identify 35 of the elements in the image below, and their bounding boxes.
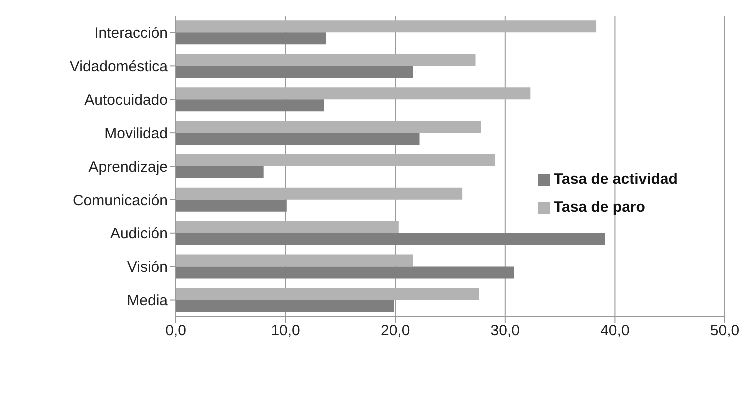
bar bbox=[176, 166, 264, 178]
y-tick-label: Aprendizaje bbox=[88, 158, 168, 176]
x-tick-label: 50,0 bbox=[710, 322, 740, 340]
bar bbox=[176, 254, 414, 267]
bar bbox=[176, 121, 482, 134]
bar bbox=[176, 266, 514, 279]
bar bbox=[176, 288, 480, 300]
bar bbox=[176, 221, 399, 234]
bar bbox=[176, 100, 324, 112]
y-tick-label: Audición bbox=[110, 226, 168, 243]
y-tick-label: Movilidad bbox=[104, 125, 168, 142]
bar bbox=[176, 154, 496, 166]
bar bbox=[176, 200, 287, 212]
y-tick-label: Vidadoméstica bbox=[70, 58, 169, 76]
x-tick-label: 30,0 bbox=[490, 322, 520, 340]
bar bbox=[176, 66, 414, 78]
bar bbox=[176, 88, 531, 100]
bar bbox=[176, 20, 597, 33]
bar bbox=[176, 54, 476, 66]
y-tick-label: Comunicación bbox=[72, 192, 168, 210]
y-tick-label: Interacción bbox=[94, 25, 168, 42]
bar bbox=[176, 32, 326, 45]
bar bbox=[176, 133, 420, 146]
x-tick-label: 10,0 bbox=[271, 322, 300, 340]
x-tick-label: 20,0 bbox=[381, 322, 410, 340]
bar bbox=[176, 233, 606, 246]
x-tick-label: 0,0 bbox=[166, 322, 186, 340]
legend-label: Tasa de actividad bbox=[554, 171, 678, 188]
legend-label: Tasa de paro bbox=[554, 199, 646, 216]
y-tick-label: Visión bbox=[127, 259, 168, 276]
x-tick-label: 40,0 bbox=[600, 322, 630, 340]
bar bbox=[176, 188, 463, 200]
y-tick-label: Autocuidado bbox=[84, 92, 168, 109]
y-tick-label: Media bbox=[127, 292, 169, 310]
bar bbox=[176, 300, 394, 312]
